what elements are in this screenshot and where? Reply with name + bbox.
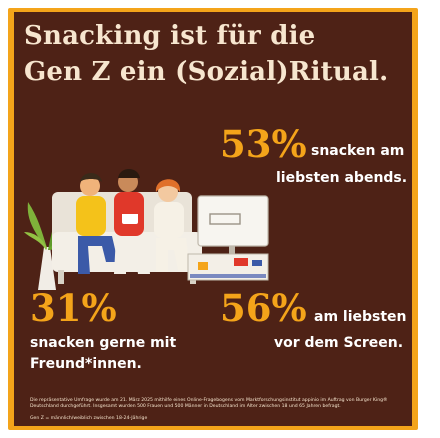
stat-31-value: 31% [30,286,117,330]
stat-31-text-line2: Freund*innen. [30,356,142,372]
genz-definition: Gen Z = männlich/weiblich zwischen 18-24… [30,416,148,421]
stat-53-text-line1: snacken am [311,143,405,159]
stat-31-text-line1: snacken gerne mit [30,335,177,351]
headline-line-1: Snacking ist für die [24,21,316,51]
friends-couch-illustration [24,169,269,290]
person-red-icon [114,169,150,274]
stat-56-text-line1: am liebsten [314,309,407,325]
stat-56-value: 56% [220,286,307,330]
headline-line-2: Gen Z ein (Sozial)Ritual. [24,57,389,87]
person-yellow-icon [76,173,118,274]
stat-56-text-line2: vor dem Screen. [274,335,404,351]
tv-stand-icon [187,253,269,281]
stat-53-value: 53% [220,122,307,166]
infographic-panel: Snacking ist für die Gen Z ein (Sozial)R… [14,12,412,426]
survey-footnote-line1: Die repräsentative Umfrage wurde am 21. … [30,398,388,403]
headline: Snacking ist für die Gen Z ein (Sozial)R… [24,18,412,90]
stat-53-text-line2: liebsten abends. [276,170,408,186]
tv-icon [197,195,269,254]
survey-footnote-line2: Deutschland durchgeführt. Insgesamt wurd… [30,404,341,409]
person-orange-icon [154,179,190,272]
